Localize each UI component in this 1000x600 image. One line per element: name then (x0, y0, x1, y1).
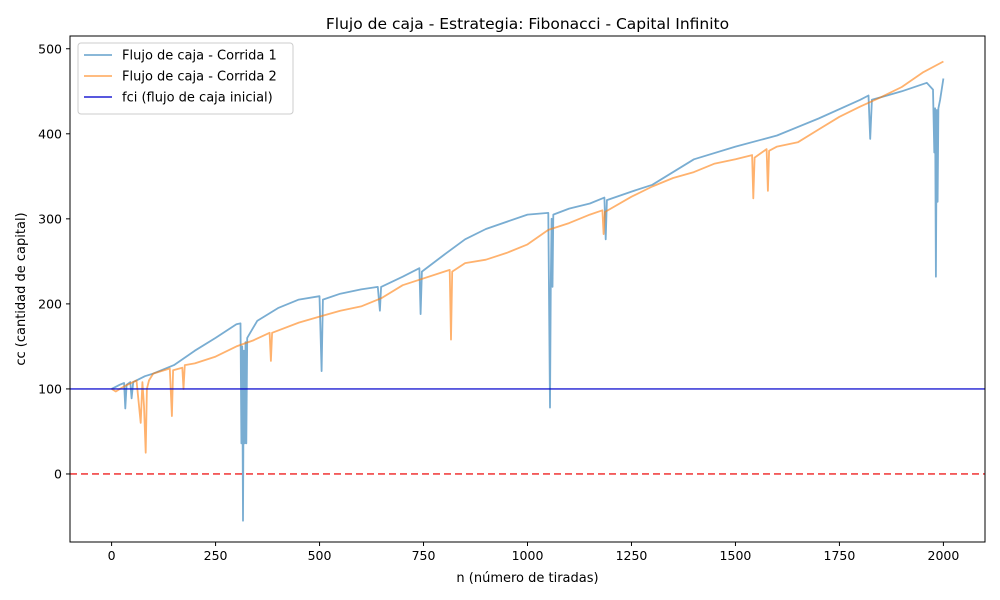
x-tick-label: 1750 (824, 548, 856, 563)
x-tick-label: 2000 (928, 548, 960, 563)
legend-entry-label: Flujo de caja - Corrida 2 (122, 70, 277, 85)
y-tick-label: 0 (54, 466, 62, 481)
x-tick-label: 1500 (720, 548, 752, 563)
x-tick-label: 0 (108, 548, 116, 563)
x-tick-label: 1250 (616, 548, 648, 563)
legend-box (77, 42, 294, 115)
y-tick-label: 400 (38, 126, 62, 141)
x-tick-label: 750 (412, 548, 436, 563)
x-tick-label: 1000 (512, 548, 544, 563)
y-axis-label: cc (cantidad de capital) (14, 212, 29, 365)
series-line-corrida-2 (111, 60, 944, 454)
legend-entry-label: fci (flujo de caja inicial) (122, 91, 273, 106)
x-axis: 0 250 500 750 1000 1250 1500 1750 2000 (108, 542, 960, 563)
y-tick-label: 300 (38, 211, 62, 226)
legend: Flujo de caja - Corrida 1 Flujo de caja -… (77, 42, 294, 115)
y-tick-label: 100 (38, 381, 62, 396)
y-tick-label: 500 (38, 41, 62, 56)
y-axis: 0 100 200 300 400 500 (38, 41, 70, 481)
series-line-corrida-1 (111, 78, 945, 522)
chart-title: Flujo de caja - Estrategia: Fibonacci - … (326, 15, 729, 33)
y-tick-label: 200 (38, 296, 62, 311)
plot-area (70, 60, 985, 522)
x-tick-label: 500 (308, 548, 332, 563)
x-tick-label: 250 (204, 548, 228, 563)
x-axis-label: n (número de tiradas) (456, 571, 598, 586)
legend-entry-label: Flujo de caja - Corrida 1 (122, 49, 277, 64)
